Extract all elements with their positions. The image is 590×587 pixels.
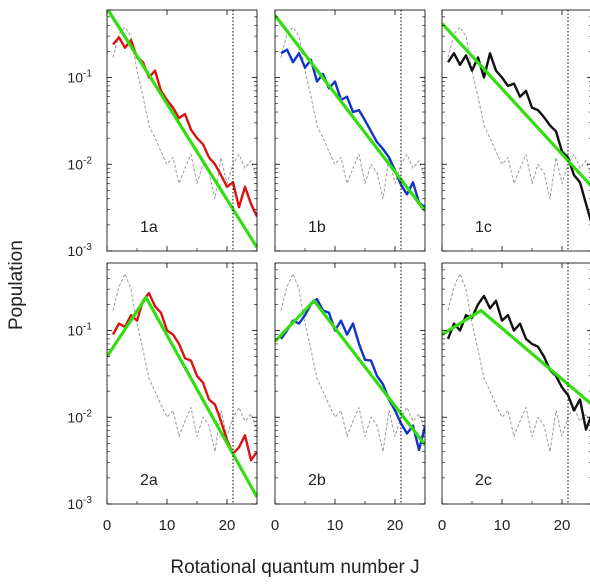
panel-label: 1b	[308, 219, 326, 236]
x-tick-label: 20	[554, 517, 571, 534]
y-tick-label-exponent: -3	[83, 495, 92, 506]
panel-label: 2c	[475, 472, 492, 489]
panel-2b: 2b 0 10 20	[271, 262, 426, 534]
y-tick-label-exponent: -1	[83, 322, 92, 333]
data-series-line	[447, 52, 590, 223]
panel-label: 2a	[140, 472, 158, 489]
x-tick-label: 20	[387, 517, 404, 534]
fit-series-line	[275, 299, 425, 446]
fit-series-line	[275, 14, 425, 212]
fit-series-line	[442, 308, 590, 406]
x-tick-label: 20	[219, 517, 236, 534]
y-tick-label: 10	[67, 243, 83, 259]
y-tick-label: 10	[67, 496, 83, 512]
x-tick-label: 10	[159, 517, 176, 534]
panel-2c: 2c 0 10 20	[438, 262, 590, 534]
panel-plot-area	[275, 14, 425, 212]
y-tick-label-exponent: -2	[83, 408, 92, 419]
panel-label: 1c	[475, 219, 492, 236]
panel-label: 2b	[308, 472, 326, 489]
panel-1b: 1b	[274, 9, 426, 252]
data-series-line	[112, 36, 257, 218]
x-axis-label: Rotational quantum number J	[170, 557, 420, 578]
data-series-line	[111, 291, 257, 462]
panel-frame	[106, 9, 258, 252]
panel-frame	[274, 262, 426, 505]
y-tick-label-exponent: -3	[83, 242, 92, 253]
x-tick-label: 0	[438, 517, 446, 534]
y-tick-label: 10	[67, 409, 83, 425]
panel-frame	[274, 9, 426, 252]
fit-series-line	[442, 22, 590, 187]
panel-1c: 1c	[441, 9, 590, 252]
panel-label: 1a	[140, 219, 158, 236]
x-tick-label: 0	[271, 517, 279, 534]
data-series-line	[280, 297, 425, 452]
x-tick-label: 10	[327, 517, 344, 534]
y-tick-label: 10	[67, 70, 83, 86]
panel-plot-area	[107, 273, 257, 498]
panel-frame	[441, 262, 590, 505]
x-tick-label: 10	[494, 517, 511, 534]
reference-series-line	[447, 273, 590, 453]
panel-plot-area	[107, 10, 257, 249]
y-tick-label-exponent: -1	[83, 69, 92, 80]
panel-plot-area	[275, 273, 425, 453]
reference-series-line	[112, 273, 257, 453]
y-tick-label: 10	[67, 323, 83, 339]
fit-series-line	[107, 295, 257, 498]
y-axis-label: Population	[6, 240, 27, 330]
y-tick-label-exponent: -2	[83, 155, 92, 166]
panel-frame	[106, 262, 258, 505]
data-series-line	[280, 48, 425, 209]
y-tick-label: 10	[67, 156, 83, 172]
fit-series-line	[107, 10, 257, 249]
panel-plot-area	[442, 22, 590, 223]
x-tick-label: 0	[103, 517, 111, 534]
panel-frame	[441, 9, 590, 252]
